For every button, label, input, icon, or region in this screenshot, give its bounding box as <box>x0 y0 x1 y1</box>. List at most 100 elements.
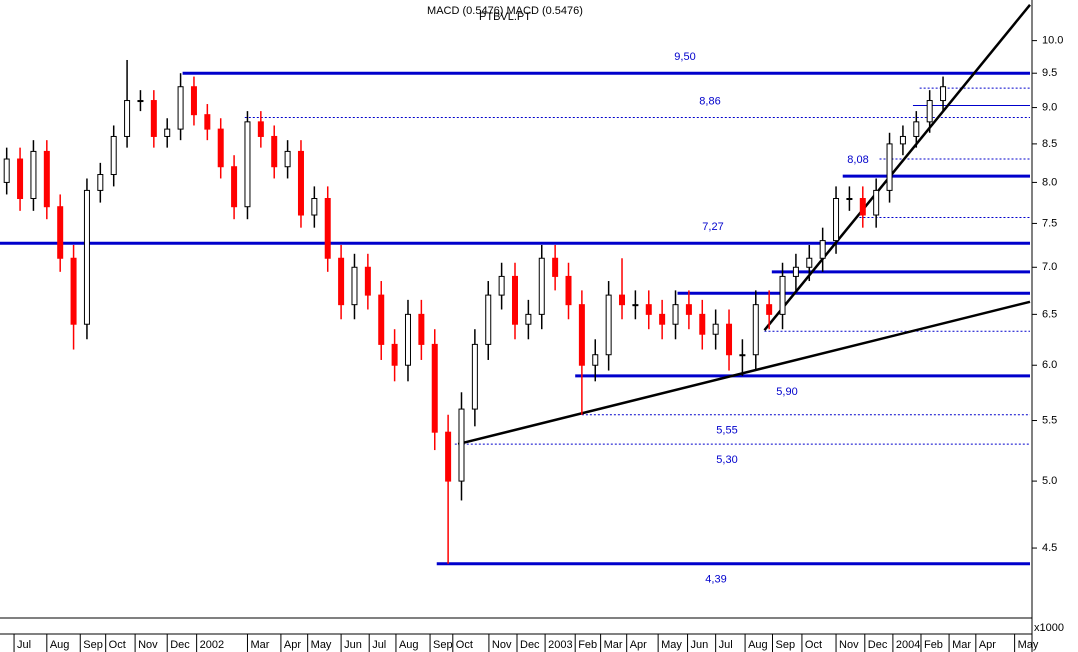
x-tick-label: Apr <box>284 639 301 651</box>
candle-body <box>846 198 853 201</box>
candle-body <box>137 100 144 103</box>
x-tick-label: Sep <box>433 639 453 651</box>
candle-body <box>699 313 706 335</box>
x-tick-label: Nov <box>138 639 158 651</box>
x-tick-label: Jul <box>372 639 386 651</box>
candle-body <box>605 294 612 356</box>
candle-body <box>471 343 478 410</box>
candle-body <box>70 257 77 325</box>
x-tick-label: May <box>661 639 682 651</box>
candle-body <box>685 304 692 315</box>
y-tick-label: 8.0 <box>1042 176 1057 188</box>
x-tick-label: Sep <box>83 639 103 651</box>
candle-body <box>485 294 492 345</box>
x-tick-label: Apr <box>979 639 996 651</box>
candle-body <box>418 313 425 345</box>
x-tick-label: Mar <box>604 639 623 651</box>
candle-body <box>766 304 773 315</box>
x-tick-label: Mar <box>952 639 971 651</box>
x-tick-label: Feb <box>924 639 943 651</box>
candle-body <box>819 240 826 259</box>
y-tick-label: 8.5 <box>1042 138 1057 150</box>
candle-body <box>124 100 131 137</box>
candle-body <box>552 257 559 277</box>
candle-body <box>164 128 171 137</box>
candle-body <box>404 313 411 366</box>
level-label: 8,08 <box>847 154 868 166</box>
trend-line <box>457 300 1031 446</box>
candle-body <box>592 354 599 366</box>
x-tick-label: Nov <box>839 639 859 651</box>
level-label: 4,39 <box>705 574 726 586</box>
candle-body <box>672 304 679 325</box>
candle-body <box>712 323 719 335</box>
candle-body <box>752 304 759 356</box>
y-tick-label: 6.0 <box>1042 359 1057 371</box>
candle-body <box>806 257 813 268</box>
x-tick-label: Aug <box>399 639 419 651</box>
y-tick-label: 6.5 <box>1042 308 1057 320</box>
x-tick-label: Feb <box>578 639 597 651</box>
candle-body <box>498 275 505 296</box>
x-tick-label: Jul <box>719 639 733 651</box>
candle-body <box>364 266 371 296</box>
candle-body <box>458 408 465 482</box>
candle-body <box>83 189 90 325</box>
candle-body <box>244 121 251 208</box>
candle-body <box>217 128 224 168</box>
y-tick-label: 5.5 <box>1042 414 1057 426</box>
y-tick-label: 10.0 <box>1042 35 1063 47</box>
candle-body <box>324 198 331 259</box>
candle-body <box>565 275 572 306</box>
candle-body <box>619 294 626 306</box>
level-label: 5,55 <box>716 425 737 437</box>
candle-body <box>30 150 37 200</box>
x-tick-label: Dec <box>520 639 540 651</box>
x-tick-label: Dec <box>868 639 888 651</box>
candle-body <box>231 166 238 208</box>
candle-body <box>150 100 157 137</box>
candle-body <box>3 158 10 183</box>
candle-body <box>378 294 385 345</box>
candle-body <box>351 266 358 306</box>
y-tick-label: 9.0 <box>1042 101 1057 113</box>
level-label: 5,30 <box>716 454 737 466</box>
candle-body <box>873 189 880 216</box>
candle-body <box>833 198 840 242</box>
candle-body <box>190 86 197 116</box>
x-tick-label: Jun <box>691 639 709 651</box>
y-tick-label: 9.5 <box>1042 67 1057 79</box>
candle-body <box>886 143 893 191</box>
candle-body <box>739 354 746 357</box>
x-tick-label: Dec <box>170 639 190 651</box>
x-tick-label: Oct <box>805 639 822 651</box>
candle-body <box>859 198 866 216</box>
x-tick-label: Jul <box>17 639 31 651</box>
candle-body <box>645 304 652 315</box>
x-tick-label: Jun <box>344 639 362 651</box>
candle-body <box>17 158 24 200</box>
candle-body <box>204 114 211 130</box>
x-tick-label: 2004 <box>896 639 920 651</box>
candle-body <box>110 135 117 176</box>
candle-body <box>311 198 318 216</box>
x-tick-label: Oct <box>456 639 473 651</box>
candle-body <box>297 150 304 216</box>
candle-body <box>445 431 452 482</box>
y-tick-label: 5.0 <box>1042 475 1057 487</box>
level-label: 9,50 <box>674 51 695 63</box>
candle-body <box>177 86 184 130</box>
candle-body <box>525 313 532 325</box>
x-tick-label: Apr <box>630 639 647 651</box>
candle-body <box>913 121 920 137</box>
candle-body <box>271 135 278 168</box>
x-tick-label: Aug <box>50 639 70 651</box>
x-tick-label: May <box>311 639 332 651</box>
candle-body <box>940 86 947 102</box>
candle-body <box>779 275 786 315</box>
candle-body <box>43 150 50 208</box>
x-tick-label: Mar <box>250 639 269 651</box>
candle-body <box>338 257 345 306</box>
